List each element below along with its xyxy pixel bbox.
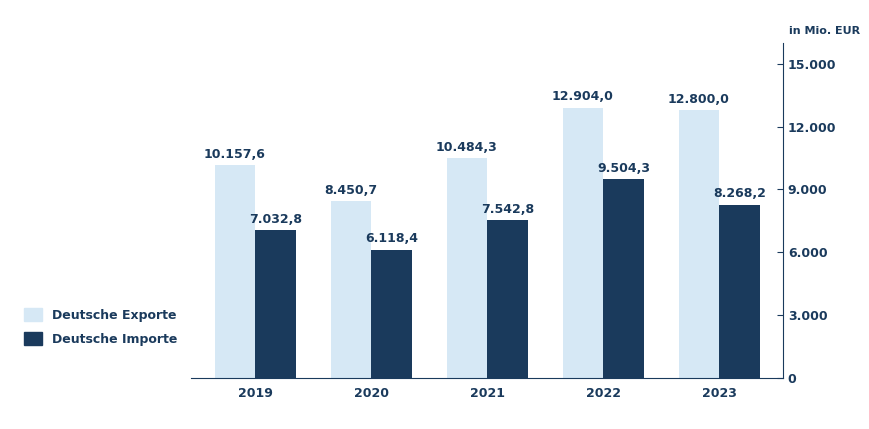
Text: 10.157,6: 10.157,6 [203,148,266,161]
Text: in Mio. EUR: in Mio. EUR [788,26,859,36]
Text: 8.450,7: 8.450,7 [324,184,377,196]
Text: 8.268,2: 8.268,2 [713,187,765,200]
Text: 7.542,8: 7.542,8 [481,202,534,216]
Text: 7.032,8: 7.032,8 [249,213,302,226]
Bar [602,179,643,378]
Text: 12.800,0: 12.800,0 [667,93,729,106]
Bar [446,158,487,378]
Bar [562,108,602,378]
Legend: Deutsche Exporte, Deutsche Importe: Deutsche Exporte, Deutsche Importe [23,308,177,345]
Text: 6.118,4: 6.118,4 [365,233,417,245]
Text: 12.904,0: 12.904,0 [551,91,614,103]
Bar [330,201,371,378]
Bar [215,165,255,378]
Bar [255,230,295,378]
Text: 9.504,3: 9.504,3 [596,162,649,175]
Bar [371,250,411,378]
Bar [487,220,527,378]
Bar [678,110,719,378]
Bar [719,205,759,378]
Text: 10.484,3: 10.484,3 [435,141,497,154]
